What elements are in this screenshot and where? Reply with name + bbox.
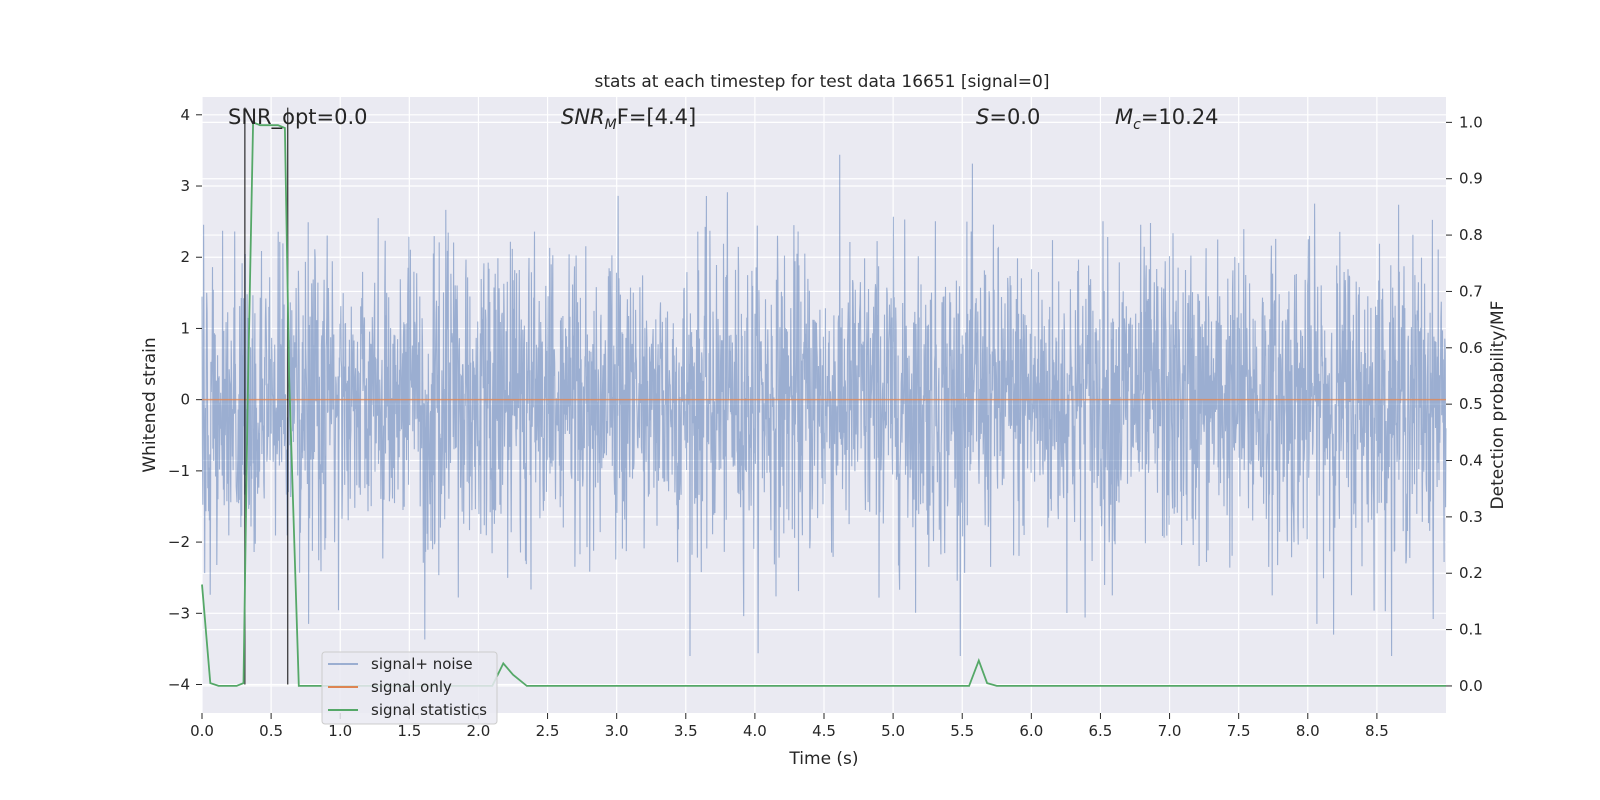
x-tick-label: 2.5 xyxy=(536,722,560,740)
y-right-tick-label: 0.4 xyxy=(1459,452,1483,470)
x-tick-label: 6.5 xyxy=(1089,722,1113,740)
y-right-axis-ticks: 1.0 0.9 0.8 0.7 0.6 0.5 0.4 0.3 0.2 0.1 0.0 xyxy=(1446,113,1483,695)
annotation-s: S=0.0 xyxy=(976,105,1040,129)
chart-title: stats at each timestep for test data 166… xyxy=(595,72,1050,92)
s-rest: =0.0 xyxy=(989,105,1040,129)
legend-entry-signal-only: signal only xyxy=(328,678,452,696)
x-tick-label: 8.0 xyxy=(1296,722,1320,740)
x-tick-label: 6.0 xyxy=(1019,722,1043,740)
x-tick-label: 7.0 xyxy=(1158,722,1182,740)
y-right-tick-label: 0.9 xyxy=(1459,170,1483,188)
y-right-tick-label: 0.5 xyxy=(1459,395,1483,413)
y-right-tick-label: 0.3 xyxy=(1459,508,1483,526)
s-var: S xyxy=(976,105,989,129)
x-axis-label: Time (s) xyxy=(788,749,858,769)
x-tick-label: 1.0 xyxy=(328,722,352,740)
y-right-tick-label: 0.0 xyxy=(1459,677,1483,695)
x-tick-label: 7.5 xyxy=(1227,722,1251,740)
x-tick-label: 0.5 xyxy=(259,722,283,740)
x-tick-label: 5.0 xyxy=(881,722,905,740)
legend-entry-signal-noise: signal+ noise xyxy=(328,655,473,673)
y-right-tick-label: 0.6 xyxy=(1459,339,1483,357)
signal-statistics-line xyxy=(201,121,1446,687)
y-tick-label: 0 xyxy=(180,391,190,409)
y-tick-label: 2 xyxy=(180,248,190,266)
annotation-snr-mf: SNRMF=[4.4] xyxy=(561,105,696,133)
legend: signal+ noise signal only signal statist… xyxy=(321,651,498,725)
legend-label-signal-only: signal only xyxy=(371,678,452,696)
annotation-snr-opt: SNR_opt=0.0 xyxy=(228,105,368,130)
mc-rest: =10.24 xyxy=(1141,105,1219,129)
y-tick-label: −1 xyxy=(168,462,190,480)
legend-label-signal-noise: signal+ noise xyxy=(371,655,473,673)
snr-mf-rest: F=[4.4] xyxy=(617,105,696,129)
y-axis-ticks: 4 3 2 1 0 −1 −2 −3 −4 xyxy=(168,106,202,694)
y-tick-label: −3 xyxy=(168,604,190,622)
y-tick-label: 1 xyxy=(180,319,190,337)
y-tick-label: −4 xyxy=(168,676,190,694)
x-tick-label: 3.5 xyxy=(674,722,698,740)
x-tick-label: 4.0 xyxy=(743,722,767,740)
y-right-tick-label: 0.8 xyxy=(1459,226,1483,244)
y-right-axis-label: Detection probability/MF xyxy=(1488,301,1508,510)
series-signal-noise xyxy=(201,154,1447,657)
snr-mf-sub: M xyxy=(605,117,617,133)
x-tick-label: 8.5 xyxy=(1365,722,1389,740)
x-tick-label: 2.0 xyxy=(467,722,491,740)
y-tick-label: −2 xyxy=(168,533,190,551)
y-right-tick-label: 0.7 xyxy=(1459,282,1483,300)
legend-entry-signal-statistics: signal statistics xyxy=(328,701,487,719)
y-axis-label: Whitened strain xyxy=(140,337,160,472)
mc-var: M xyxy=(1115,105,1133,129)
x-tick-label: 5.5 xyxy=(950,722,974,740)
mc-sub: c xyxy=(1133,117,1141,133)
y-right-tick-label: 1.0 xyxy=(1459,113,1483,131)
x-tick-label: 0.0 xyxy=(190,722,214,740)
y-tick-label: 4 xyxy=(180,106,190,124)
signal-noise-line xyxy=(201,154,1447,657)
x-tick-label: 1.5 xyxy=(397,722,421,740)
x-tick-label: 4.5 xyxy=(812,722,836,740)
x-tick-label: 3.0 xyxy=(605,722,629,740)
annotation-mc: Mc=10.24 xyxy=(1115,105,1219,133)
y-right-tick-label: 0.2 xyxy=(1459,564,1483,582)
y-right-tick-label: 0.1 xyxy=(1459,621,1483,639)
legend-label-signal-statistics: signal statistics xyxy=(371,701,487,719)
y-tick-label: 3 xyxy=(180,177,190,195)
x-axis-ticks: 0.0 0.5 1.0 1.5 2.0 2.5 3.0 3.5 4.0 4.5 5.0 5.5 6.0 6… xyxy=(190,713,1389,740)
legend-box xyxy=(321,651,498,725)
snr-mf-main: SNR xyxy=(561,105,605,129)
